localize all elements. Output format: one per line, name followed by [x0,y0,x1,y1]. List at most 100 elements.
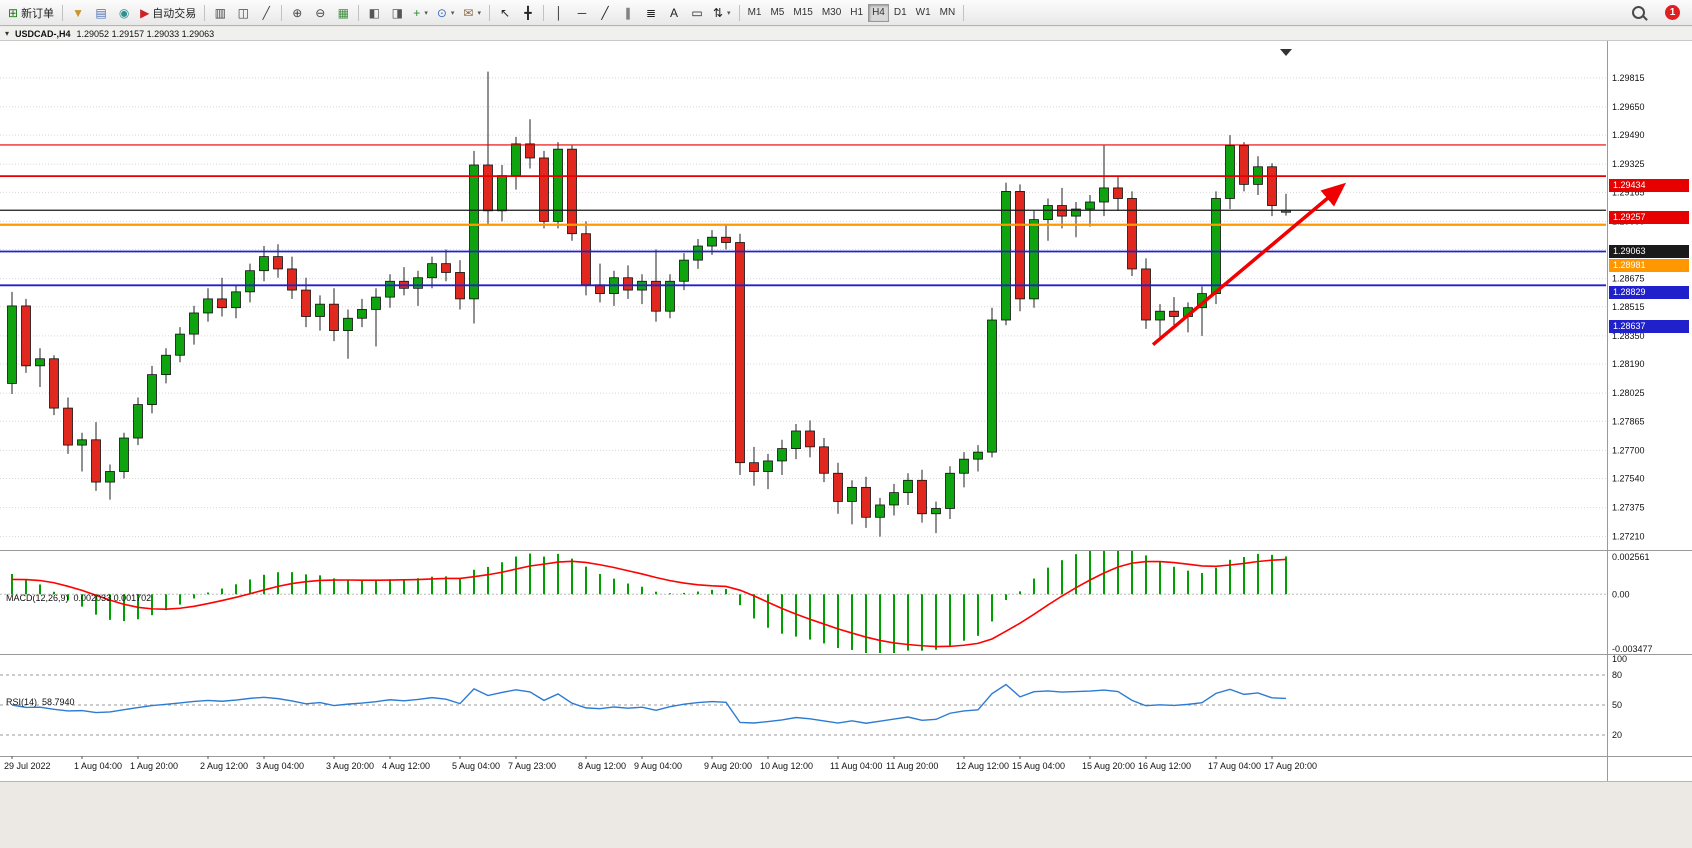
chart-canvas[interactable]: 1.298151.296501.294901.293251.291651.290… [0,41,1692,782]
chart-menu-icon[interactable]: ▾ [5,29,10,38]
toolbar-right-cluster: 1 [1623,2,1688,24]
svg-text:1.27375: 1.27375 [1612,503,1645,513]
crosshair-icon: ╋ [524,5,532,20]
rsi-value: 58.7940 [42,697,75,707]
zoom-in-icon: ⊕ [292,5,303,20]
cursor-button[interactable]: ↖ [494,3,516,23]
toolbar-separator [738,4,740,21]
svg-text:2 Aug 12:00: 2 Aug 12:00 [200,761,248,771]
trendline-button[interactable]: ╱ [594,3,616,23]
timeframe-h1-button[interactable]: H1 [846,4,867,22]
vertical-line-icon: │ [555,5,563,20]
notification-badge[interactable]: 1 [1665,5,1680,20]
crosshair-button[interactable]: ╋ [517,3,539,23]
svg-text:1.28190: 1.28190 [1612,359,1645,369]
arrange-windows-icon: ◧ [368,5,380,20]
search-button[interactable] [1623,2,1653,24]
timeframe-mn-button[interactable]: MN [936,4,960,22]
trendline-icon: ╱ [601,5,609,20]
svg-text:1.27865: 1.27865 [1612,416,1645,426]
new-order-icon: ⊞ [8,5,19,20]
candlestick-chart-icon: ◫ [237,5,249,20]
dropdown-caret-icon: ▾ [450,9,455,17]
rsi-indicator-label: RSI(14) 58.7940 [6,697,75,707]
price-badge: 1.29257 [1609,210,1689,224]
price-badge: 1.29434 [1609,179,1689,193]
data-window-button[interactable]: ◉ [113,3,135,23]
svg-text:1.28025: 1.28025 [1612,388,1645,398]
chart-title: USDCAD-,H4 [15,28,71,39]
horizontal-line-button[interactable]: ─ [571,3,593,23]
svg-text:17 Aug 04:00: 17 Aug 04:00 [1208,761,1261,771]
print-icon: ▤ [95,5,107,20]
svg-text:5 Aug 04:00: 5 Aug 04:00 [452,761,500,771]
tile-windows-icon: ▦ [337,5,349,20]
autotrading-button-label: 自动交易 [152,7,197,20]
timeframe-h4-button[interactable]: H4 [868,3,889,22]
timeframe-w1-button[interactable]: W1 [912,4,935,22]
arrows-button[interactable]: ⇅ ▾ [709,3,735,23]
autotrading-button[interactable]: ▶ 自动交易 [136,3,200,23]
shift-marker-icon [1280,49,1292,56]
symbols-icon: ▼ [72,5,84,20]
new-order-button[interactable]: ⊞ 新订单 [4,3,58,23]
toolbar-buttons: ⊞ 新订单 ▼ ▤ ◉ ▶ 自动交易 ▥ ◫ ╱ ⊕ ⊖ ▦ ◧ ◨ + ▾ ⊙ ▾ ✉ ▾ ↖ ╋ │ ─ ╱ ∥ ≣ A ▭ ⇅ ▾ M1 M… [4,3,1623,23]
timeframe-m1-button[interactable]: M1 [744,4,766,22]
templates-button[interactable]: ✉ ▾ [459,3,485,23]
timeframe-m15-button[interactable]: M15 [789,4,816,22]
svg-text:15 Aug 20:00: 15 Aug 20:00 [1082,761,1135,771]
toolbar-separator [963,4,965,21]
text-button[interactable]: A [663,3,685,23]
indicators-button[interactable]: + ▾ [409,3,432,23]
macd-indicator-label: MACD(12,26,9) 0.002033 0.001702 [6,593,152,603]
timeframe-m30-button[interactable]: M30 [818,4,845,22]
indicators-icon: + [413,5,421,20]
zoom-in-button[interactable]: ⊕ [286,3,308,23]
new-order-button-label: 新订单 [21,7,55,20]
timeframe-m5-button[interactable]: M5 [766,4,788,22]
svg-text:12 Aug 12:00: 12 Aug 12:00 [956,761,1009,771]
svg-text:9 Aug 04:00: 9 Aug 04:00 [634,761,682,771]
fibonacci-button[interactable]: ≣ [640,3,662,23]
svg-text:0.00: 0.00 [1612,589,1630,599]
svg-text:7 Aug 23:00: 7 Aug 23:00 [508,761,556,771]
price-badge: 1.28637 [1609,319,1689,333]
channel-button[interactable]: ∥ [617,3,639,23]
line-chart-icon: ╱ [262,5,270,20]
svg-text:1.29815: 1.29815 [1612,73,1645,83]
periods-icon: ⊙ [436,5,447,20]
tile-windows-button[interactable]: ▦ [332,3,354,23]
align-windows-button[interactable]: ◨ [386,3,408,23]
toolbar-separator [358,4,360,21]
chart-area[interactable]: 1.298151.296501.294901.293251.291651.290… [0,41,1692,782]
zoom-out-button[interactable]: ⊖ [309,3,331,23]
svg-text:-0.003477: -0.003477 [1612,644,1653,654]
svg-text:1 Aug 20:00: 1 Aug 20:00 [130,761,178,771]
svg-text:1.27700: 1.27700 [1612,445,1645,455]
vertical-line-button[interactable]: │ [548,3,570,23]
candlestick-chart-button[interactable]: ◫ [232,3,254,23]
svg-text:9 Aug 20:00: 9 Aug 20:00 [704,761,752,771]
svg-text:0.002561: 0.002561 [1612,552,1650,562]
symbols-button[interactable]: ▼ [67,3,89,23]
dropdown-caret-icon: ▾ [424,9,428,17]
timeframe-d1-button[interactable]: D1 [890,4,911,22]
svg-text:4 Aug 12:00: 4 Aug 12:00 [382,761,430,771]
zoom-out-icon: ⊖ [315,5,326,20]
channel-icon: ∥ [624,5,631,20]
horizontal-line-icon: ─ [577,5,587,20]
periods-button[interactable]: ⊙ ▾ [433,3,459,23]
svg-text:15 Aug 04:00: 15 Aug 04:00 [1012,761,1065,771]
svg-text:1.29325: 1.29325 [1612,159,1645,169]
chart-window-titlebar: ▾ USDCAD-,H4 1.29052 1.29157 1.29033 1.2… [0,27,1692,41]
print-button[interactable]: ▤ [90,3,112,23]
svg-text:100: 100 [1612,654,1627,664]
svg-text:10 Aug 12:00: 10 Aug 12:00 [760,761,813,771]
svg-text:3 Aug 04:00: 3 Aug 04:00 [256,761,304,771]
bar-chart-icon: ▥ [214,5,226,20]
label-button[interactable]: ▭ [686,3,708,23]
bar-chart-button[interactable]: ▥ [209,3,231,23]
arrange-windows-button[interactable]: ◧ [363,3,385,23]
svg-text:80: 80 [1612,670,1622,680]
line-chart-button[interactable]: ╱ [255,3,277,23]
